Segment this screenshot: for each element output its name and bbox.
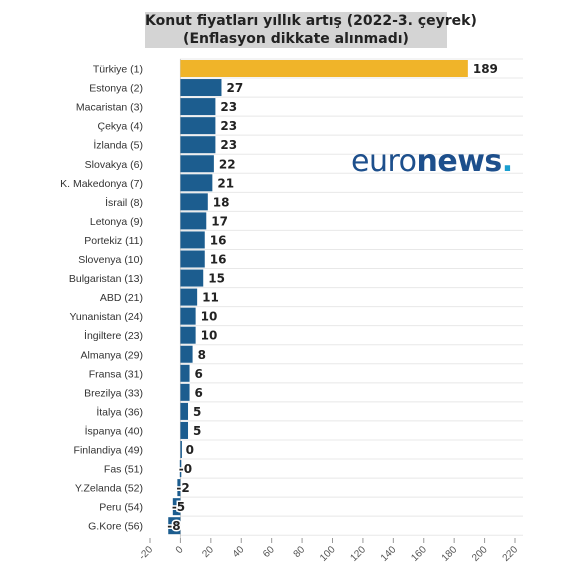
value-label: 8 [198,348,206,362]
title-background [145,12,447,48]
value-label: 22 [219,157,236,171]
category-label: Yunanistan (24) [69,311,143,323]
value-label: -2 [176,481,189,495]
category-label: Çekya (4) [97,121,143,133]
value-label: 16 [210,253,227,267]
x-tick-label: 20 [200,544,216,560]
bar [180,383,190,401]
category-label: Estonya (2) [89,83,143,95]
x-tick-label: 200 [470,544,490,564]
value-label: 18 [213,195,230,209]
bar [180,288,198,306]
euronews-logo: euronews. [351,144,513,179]
category-label: Finlandiya (49) [74,445,143,457]
category-label: Macaristan (3) [76,102,143,114]
category-label: Fransa (31) [89,368,143,380]
bar [180,117,216,135]
category-label: Y.Zelanda (52) [75,483,143,495]
category-label: İngiltere (23) [84,329,143,342]
bar [180,307,196,325]
bar [180,136,216,154]
x-tick-label: 60 [261,544,277,560]
x-tick-label: 160 [409,544,429,564]
category-label: Slovenya (10) [78,254,143,266]
value-label: 23 [220,138,237,152]
bar [180,441,182,458]
logo-euro: euro [351,144,417,179]
value-label: 5 [193,424,201,438]
bar [180,364,190,382]
chart-subtitle: (Enflasyon dikkate alınmadı) [183,31,409,47]
bar [180,212,207,230]
bar [180,402,189,420]
value-label: 0 [186,443,194,457]
bar [180,326,196,344]
category-label: İzlanda (5) [93,139,143,152]
x-tick-label: -20 [137,544,155,562]
x-tick-label: 80 [292,544,308,560]
value-label: 5 [193,405,201,419]
category-label: Bulgaristan (13) [69,273,143,285]
category-label: Portekiz (11) [84,235,143,247]
category-label: Almanya (29) [81,349,143,361]
logo-news: news [416,144,503,179]
x-tick-label: 100 [318,544,338,564]
value-label: 23 [220,119,237,133]
x-tick-label: 220 [501,544,521,564]
value-label: 10 [201,310,218,324]
value-label: 11 [202,291,219,305]
value-label: 21 [217,176,234,190]
bar [180,231,205,249]
value-label: 23 [220,100,237,114]
category-label: Peru (54) [99,502,143,514]
value-label: 6 [195,386,203,400]
bar [180,98,216,116]
value-label: 15 [208,272,225,286]
value-label: 189 [473,62,498,76]
category-label: ABD (21) [100,292,143,304]
category-label: Türkiye (1) [93,64,143,76]
category-label: K. Makedonya (7) [60,178,143,190]
value-label: -5 [172,500,185,514]
category-label: Brezilya (33) [84,387,143,399]
value-label: -0 [179,462,192,476]
category-label: G.Kore (56) [88,521,143,533]
chart-title: Konut fiyatları yıllık artış (2022-3. çe… [145,13,477,29]
x-tick-label: 180 [440,544,460,564]
category-label: İspanya (40) [85,424,143,437]
x-tick-label: 0 [174,544,186,556]
bar [180,155,214,173]
bar [179,460,182,478]
value-label: 10 [201,329,218,343]
value-label: 16 [210,233,227,247]
value-label: 27 [226,81,243,95]
bar [180,421,189,439]
bar [180,193,208,211]
category-label: İtalya (36) [96,405,143,418]
bar [168,517,181,535]
x-tick-label: 120 [348,544,368,564]
bar [180,269,204,287]
bar [180,250,205,268]
bar [180,79,222,97]
value-label: 17 [211,214,228,228]
x-tick-label: 40 [231,544,247,560]
category-label: Fas (51) [104,464,143,476]
bar [177,479,181,497]
category-label: İsrail (8) [105,196,143,209]
category-label: Slovakya (6) [85,159,143,171]
bar [172,498,181,516]
logo-dot: . [501,144,513,179]
category-label: Letonya (9) [90,216,143,228]
x-tick-label: 140 [379,544,399,564]
bar [180,60,468,77]
bar [180,174,213,192]
value-label: 6 [195,367,203,381]
value-label: -8 [167,519,180,533]
bar [180,345,193,363]
